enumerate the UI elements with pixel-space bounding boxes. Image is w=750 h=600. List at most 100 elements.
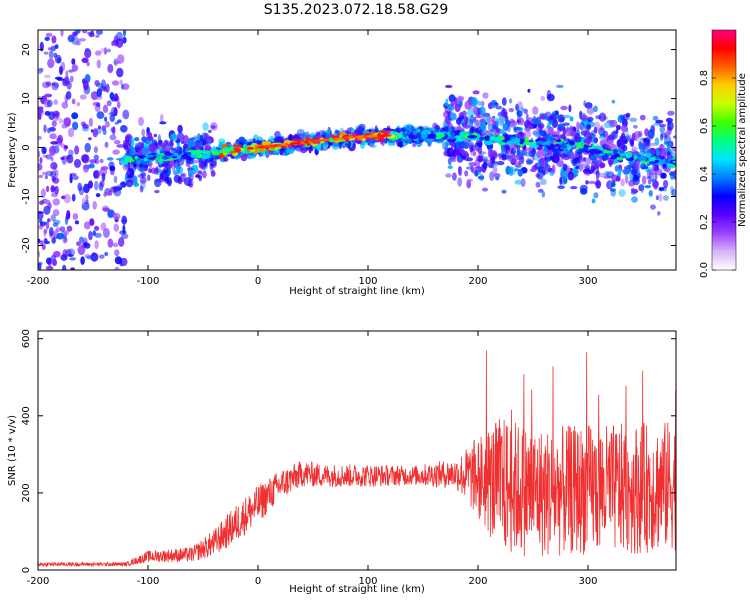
spectrogram-blob xyxy=(551,134,560,141)
spectrogram-blob xyxy=(75,40,81,46)
spectrogram-ridge-blob xyxy=(204,152,211,156)
spectrogram-blob xyxy=(489,171,495,182)
spectrogram-blob xyxy=(153,167,159,175)
spectrogram-blob xyxy=(586,123,591,130)
spectrogram-blob xyxy=(41,146,47,155)
spectrogram-blob xyxy=(209,157,217,167)
spectrogram-blob xyxy=(118,237,125,247)
spectrogram-blob xyxy=(496,161,505,166)
snr-y-axis-label: SNR (10 * v/v) xyxy=(7,415,18,486)
spectrogram-blob xyxy=(65,91,72,100)
spectrogram-blob xyxy=(578,163,587,167)
spectrogram-peak xyxy=(337,137,344,140)
spectrogram-blob xyxy=(101,173,106,182)
spectrogram-blob xyxy=(38,113,42,120)
spectrogram-blob xyxy=(495,119,499,128)
spectrogram-blob xyxy=(524,130,532,138)
spectrogram-blob xyxy=(116,38,124,48)
spectrogram-blob xyxy=(445,115,452,125)
spectrogram-ridge-blob xyxy=(194,149,203,154)
spectrogram-x-tick-label: 100 xyxy=(358,276,377,287)
spectrogram-blob xyxy=(593,105,598,113)
spectrogram-ridge-blob xyxy=(454,135,462,139)
spectrogram-blob xyxy=(320,145,324,151)
spectrogram-blob xyxy=(412,143,417,148)
spectrogram-blob xyxy=(471,96,478,107)
spectrogram-blob xyxy=(85,199,89,204)
spectrogram-blob xyxy=(49,226,54,237)
spectrogram-ridge-blob xyxy=(190,154,198,159)
spectrogram-blob xyxy=(137,173,145,179)
spectrogram-blob xyxy=(104,116,108,122)
spectrogram-blob xyxy=(551,164,556,174)
spectrogram-blob xyxy=(126,151,130,157)
spectrogram-blob xyxy=(576,121,580,131)
spectrogram-ridge-blob xyxy=(155,153,161,159)
spectrogram-ridge-blob xyxy=(115,157,126,161)
spectrogram-blob xyxy=(108,112,115,116)
spectrogram-blob xyxy=(599,162,606,169)
spectrogram-blob xyxy=(663,134,672,145)
snr-x-tick-label: 0 xyxy=(255,576,261,587)
spectrogram-blob xyxy=(667,121,674,131)
spectrogram-blob xyxy=(508,107,514,113)
spectrogram-ridge-blob xyxy=(561,143,567,149)
spectrogram-blob xyxy=(562,114,571,119)
spectrogram-blob xyxy=(360,141,366,149)
spectrogram-blob xyxy=(106,100,112,107)
spectrogram-blob xyxy=(358,123,366,131)
spectrogram-peak xyxy=(343,136,350,139)
spectrogram-blob xyxy=(659,125,666,134)
spectrogram-blob xyxy=(619,135,627,143)
spectrogram-blob xyxy=(80,256,85,265)
spectrogram-blob xyxy=(482,158,488,163)
spectrogram-blob xyxy=(56,57,62,64)
spectrogram-blob xyxy=(45,220,50,230)
spectrogram-blob xyxy=(68,149,74,157)
spectrogram-blob xyxy=(72,31,78,37)
spectrogram-blob xyxy=(487,159,492,165)
spectrogram-blob xyxy=(578,121,585,131)
spectrogram-blob xyxy=(41,81,50,89)
spectrogram-blob xyxy=(113,175,118,184)
spectrogram-blob xyxy=(81,57,89,63)
snr-x-axis-label: Height of straight line (km) xyxy=(289,584,425,595)
spectrogram-blob xyxy=(630,191,637,195)
spectrogram-x-tick-label: 300 xyxy=(578,276,597,287)
spectrogram-blob xyxy=(50,162,58,170)
spectrogram-blob xyxy=(39,157,43,164)
spectrogram-blob xyxy=(591,198,596,204)
spectrogram-blob xyxy=(449,147,454,155)
spectrogram-blob xyxy=(60,30,64,37)
spectrogram-blob xyxy=(650,204,656,210)
spectrogram-blob xyxy=(47,202,52,210)
spectrogram-blob xyxy=(148,143,156,153)
spectrogram-blob xyxy=(585,180,589,185)
spectrogram-blob xyxy=(671,188,676,197)
spectrogram-blob xyxy=(451,126,457,131)
spectrogram-blob xyxy=(112,242,119,248)
spectrogram-blob xyxy=(521,156,525,165)
spectrogram-blob xyxy=(66,210,71,219)
spectrogram-blob xyxy=(498,116,505,127)
spectrogram-blob xyxy=(586,116,594,122)
spectrogram-ridge-blob xyxy=(625,151,633,158)
spectrogram-blob xyxy=(57,134,64,144)
spectrogram-blob xyxy=(504,115,509,124)
spectrogram-blob xyxy=(71,98,76,105)
spectrogram-ridge-blob xyxy=(606,152,612,157)
spectrogram-blob xyxy=(86,255,95,260)
spectrogram-blob xyxy=(482,187,488,192)
spectrogram-blob xyxy=(451,159,457,163)
spectrogram-blob xyxy=(667,151,671,156)
spectrogram-blob xyxy=(457,155,462,162)
spectrogram-ridge-blob xyxy=(529,143,537,147)
spectrogram-blob xyxy=(106,157,114,161)
spectrogram-ridge-blob xyxy=(536,142,541,146)
spectrogram-blob xyxy=(618,189,626,197)
spectrogram-blob xyxy=(555,152,560,160)
spectrogram-blob xyxy=(646,176,651,180)
spectrogram-blob xyxy=(120,83,125,90)
spectrogram-blob xyxy=(657,211,661,216)
spectrogram-blob xyxy=(112,186,119,190)
